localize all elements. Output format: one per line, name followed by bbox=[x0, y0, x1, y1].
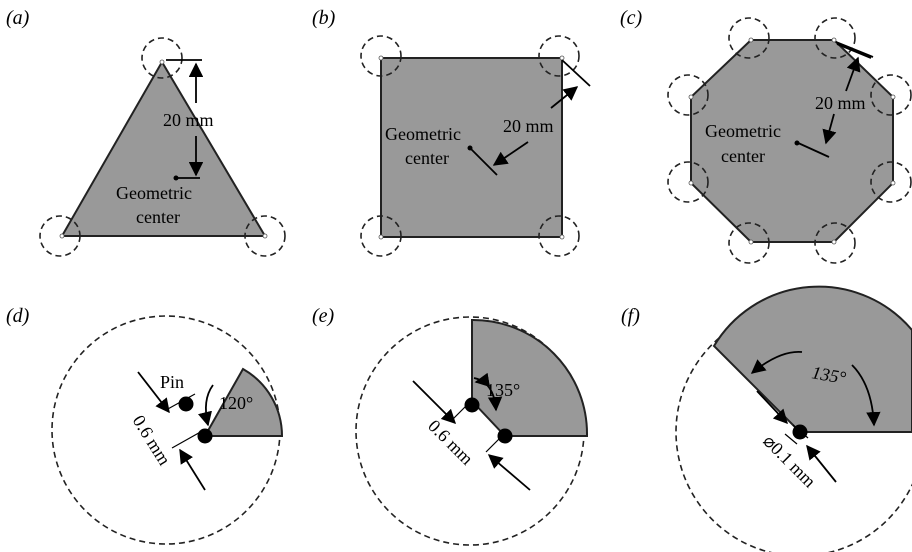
panel-d: (d) Pin 120° 0.6 mm bbox=[6, 305, 284, 545]
panel-d-label: (d) bbox=[6, 305, 30, 327]
dim-tick bbox=[165, 393, 196, 411]
gap-arrow-up bbox=[487, 454, 531, 491]
dim-tick bbox=[561, 59, 591, 87]
dim-tick bbox=[469, 147, 498, 176]
corner-point bbox=[559, 55, 565, 61]
corner-circle bbox=[870, 161, 912, 203]
center-label-line1: Geometric bbox=[385, 124, 461, 144]
dim-tick bbox=[836, 43, 872, 59]
diameter-label: ⌀0.1 mm bbox=[759, 431, 820, 492]
corner-sector bbox=[712, 285, 912, 433]
center-label-line1: Geometric bbox=[116, 183, 192, 203]
dia-arrow-down bbox=[756, 390, 788, 425]
panel-c: (c) 20 mm Geometric center bbox=[620, 7, 912, 264]
center-label-line1: Geometric bbox=[705, 121, 781, 141]
dimension-label: 20 mm bbox=[163, 110, 214, 130]
dim-tick bbox=[792, 424, 809, 439]
angle-label: 120° bbox=[219, 393, 253, 413]
corner-point bbox=[59, 233, 65, 239]
geometric-center-point bbox=[794, 140, 800, 146]
dimension-label: 20 mm bbox=[503, 116, 554, 136]
corner-circle bbox=[39, 215, 81, 257]
geometric-center-point bbox=[467, 145, 473, 151]
gap-label: 0.6 mm bbox=[424, 416, 477, 469]
dim-arrow-in bbox=[822, 113, 837, 145]
corner-point bbox=[748, 239, 754, 245]
corner-circle bbox=[814, 222, 856, 264]
panel-f: (f) 135° ⌀0.1 mm bbox=[621, 285, 912, 552]
corner-point bbox=[890, 94, 896, 100]
corner-circle bbox=[667, 161, 709, 203]
dim-tick bbox=[784, 433, 798, 445]
panel-c-label: (c) bbox=[620, 7, 643, 29]
dia-arrow-up bbox=[806, 444, 837, 483]
corner-sector bbox=[203, 367, 284, 437]
corner-point bbox=[378, 234, 384, 240]
corner-circle bbox=[141, 37, 183, 79]
dimension-label: 20 mm bbox=[815, 93, 866, 113]
corner-point bbox=[559, 234, 565, 240]
pin-dot bbox=[497, 428, 513, 444]
gap-arrow-up bbox=[179, 448, 206, 491]
corner-circle bbox=[360, 215, 402, 257]
panel-b: (b) 20 mm Geometric center bbox=[312, 7, 591, 257]
dim-arrow-out bbox=[845, 56, 861, 92]
corner-point bbox=[159, 59, 165, 65]
corner-circle bbox=[360, 35, 402, 77]
center-label-line2: center bbox=[136, 207, 180, 227]
corner-point bbox=[831, 239, 837, 245]
panel-e-label: (e) bbox=[312, 305, 335, 327]
angle-arc-left bbox=[750, 350, 803, 374]
panel-a: (a) 20 mm Geometric center bbox=[6, 7, 286, 257]
angle-arc-right bbox=[851, 364, 881, 427]
dim-arrow-in bbox=[492, 141, 529, 166]
corner-point bbox=[890, 180, 896, 186]
corner-circle bbox=[244, 215, 286, 257]
dim-tick bbox=[485, 433, 505, 453]
gap-label: 0.6 mm bbox=[129, 412, 175, 469]
pin-label: Pin bbox=[160, 372, 184, 392]
corner-circle bbox=[538, 215, 580, 257]
corner-point bbox=[688, 94, 694, 100]
gap-arrow-down bbox=[412, 380, 457, 425]
corner-circle bbox=[667, 74, 709, 116]
angle-arc-start bbox=[474, 372, 490, 387]
corner-sector bbox=[471, 318, 589, 437]
corner-circle bbox=[728, 17, 770, 59]
dim-tick bbox=[171, 429, 205, 449]
center-label-line2: center bbox=[405, 148, 449, 168]
corner-circle bbox=[870, 74, 912, 116]
corner-point bbox=[831, 37, 837, 43]
pin-dot bbox=[178, 396, 194, 412]
center-label-line2: center bbox=[721, 146, 765, 166]
gap-arrow-down bbox=[137, 371, 170, 414]
triangle-shape bbox=[60, 60, 267, 237]
panel-a-label: (a) bbox=[6, 7, 30, 29]
dim-arrow-out bbox=[550, 86, 579, 109]
angle-label: 135° bbox=[486, 380, 520, 400]
panel-e: (e) 135° 0.6 mm bbox=[312, 305, 589, 546]
panel-b-label: (b) bbox=[312, 7, 336, 29]
corner-point bbox=[262, 233, 268, 239]
pin-dot bbox=[197, 428, 213, 444]
corner-point bbox=[688, 180, 694, 186]
dim-tick bbox=[795, 141, 830, 158]
pin-dot bbox=[464, 397, 480, 413]
corner-point bbox=[748, 37, 754, 43]
angle-arc bbox=[197, 384, 214, 427]
corner-circle bbox=[814, 17, 856, 59]
corner-point bbox=[378, 55, 384, 61]
corner-circle bbox=[538, 35, 580, 77]
geometric-center-point bbox=[173, 175, 179, 181]
dim-tick bbox=[835, 41, 874, 58]
dim-tick bbox=[451, 401, 471, 421]
panel-f-label: (f) bbox=[621, 305, 640, 327]
octagon-shape bbox=[690, 39, 894, 243]
corner-circle bbox=[728, 222, 770, 264]
